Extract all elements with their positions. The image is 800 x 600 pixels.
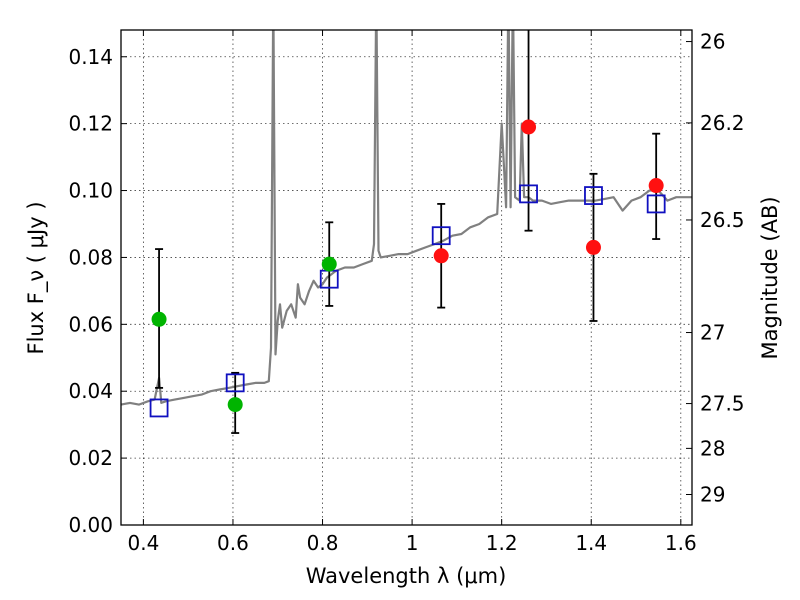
x-tick-label: 1.4	[575, 531, 607, 555]
plot-frame	[120, 29, 693, 526]
point-layer	[149, 119, 666, 418]
y-tick-label: 0.00	[68, 513, 113, 537]
x-axis-label: Wavelength λ (μm)	[306, 564, 507, 588]
y-tick-label: 0.04	[68, 379, 113, 403]
model-square	[646, 194, 666, 214]
green-point	[227, 397, 243, 413]
grid-layer	[121, 30, 692, 526]
y-tick-layer: 0.00 0.02 0.04 0.06 0.08 0.10 0.12 0.14	[68, 45, 127, 537]
red-point	[585, 239, 601, 255]
right-axis-label: Magnitude (AB)	[758, 196, 782, 359]
model-square	[149, 398, 169, 418]
x-tick-label: 1	[406, 531, 419, 555]
right-tick-label: 26.5	[700, 208, 745, 232]
spectrum-line	[121, 30, 692, 406]
y-tick-label: 0.10	[68, 179, 113, 203]
model-square	[519, 184, 538, 204]
right-tick-label: 27	[700, 321, 725, 345]
x-tick-layer: 0.4 0.6 0.8 1 1.2 1.4 1.6	[127, 30, 697, 555]
y-tick-label: 0.12	[68, 112, 113, 136]
frame-layer	[120, 29, 693, 526]
model-square	[225, 373, 245, 393]
y-axis-label: Flux F_ν ( μJy )	[24, 201, 49, 354]
x-tick-label: 0.8	[307, 531, 339, 555]
red-point	[521, 119, 537, 135]
y-tick-label: 0.08	[68, 245, 113, 269]
right-tick-label: 26.2	[700, 111, 745, 135]
right-tick-layer: 26 26.2 26.5 27 27.5 28 29	[686, 30, 745, 506]
right-tick-label: 29	[700, 482, 725, 506]
right-tick-label: 26	[700, 30, 725, 54]
errorbar-layer	[155, 30, 661, 434]
y-tick-label: 0.06	[68, 312, 113, 336]
right-tick-label: 27.5	[700, 392, 745, 416]
spectrum-layer	[121, 30, 692, 406]
y-tick-label: 0.02	[68, 446, 113, 470]
green-point	[321, 256, 337, 272]
x-tick-label: 0.6	[217, 531, 249, 555]
green-point	[151, 311, 167, 327]
model-square	[431, 226, 451, 246]
x-tick-label: 1.2	[486, 531, 518, 555]
right-tick-label: 28	[700, 436, 725, 460]
y-tick-label: 0.14	[68, 45, 113, 69]
model-square	[584, 186, 603, 205]
x-tick-label: 1.6	[665, 531, 697, 555]
red-point	[648, 178, 664, 194]
red-point	[433, 248, 449, 264]
x-tick-label: 0.4	[127, 531, 159, 555]
